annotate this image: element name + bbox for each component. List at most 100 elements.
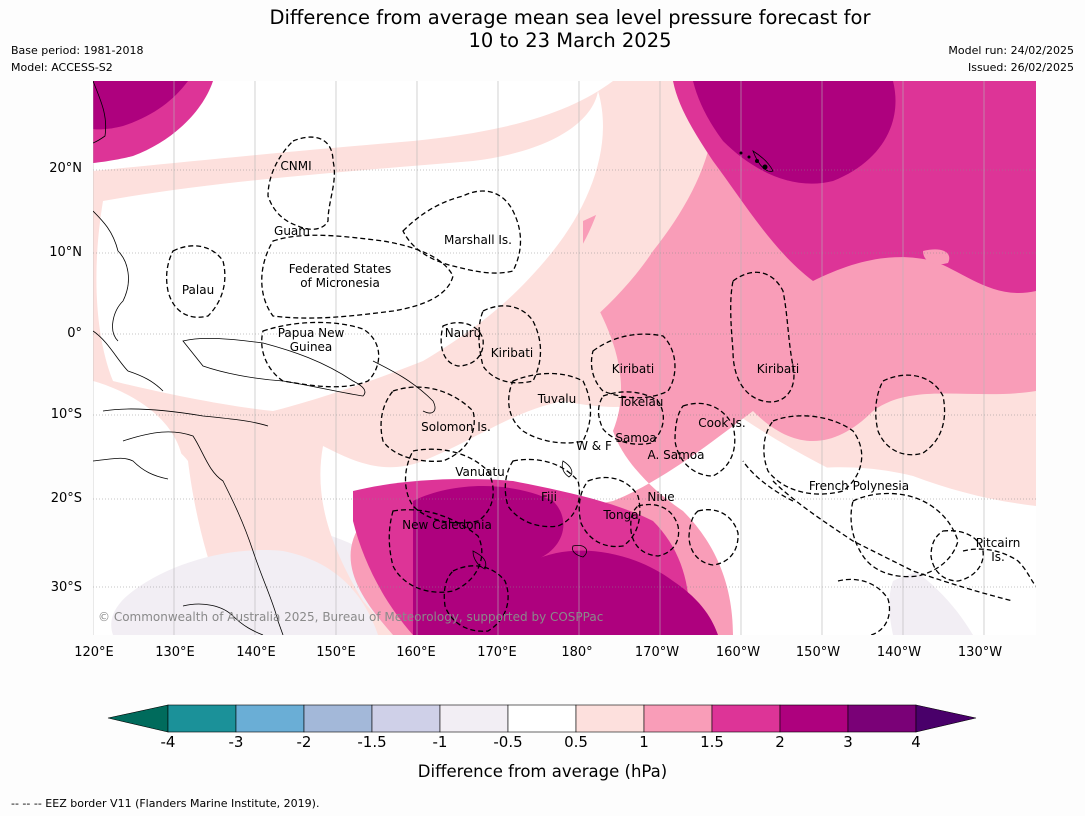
colorbar-tick-label: -3: [228, 733, 244, 751]
region-label-micronesia: Federated States of Micronesia: [289, 262, 391, 290]
region-label-papua-new-guinea: Papua New Guinea: [278, 326, 345, 354]
colorbar-extend-max: [915, 704, 977, 733]
colorbar-bin: [303, 704, 373, 733]
region-label-cnmi: CNMI: [280, 159, 312, 173]
colorbar-tick-label: -1.5: [357, 733, 387, 751]
region-label-tonga: Tonga: [603, 508, 639, 522]
base-period: Base period: 1981-2018: [11, 44, 144, 57]
region-label-cook-islands: Cook Is.: [698, 416, 746, 430]
lat-label-20s: 20°S: [50, 491, 82, 506]
band-2-3-south: [413, 486, 718, 635]
micronesia-line-2: of Micronesia: [300, 276, 380, 290]
colorbar-tick-label: 4: [911, 733, 921, 751]
png-line-1: Papua New: [277, 326, 345, 340]
micronesia-line-1: Federated States: [288, 262, 392, 276]
issued-date: Issued: 26/02/2025: [967, 61, 1074, 74]
region-label-american-samoa: A. Samoa: [647, 448, 705, 462]
pitcairn-line-1: Pitcairn: [975, 536, 1021, 550]
colorbar-bin: [575, 704, 645, 733]
lon-label-160w: 160°W: [715, 645, 761, 660]
colorbar-title: Difference from average (hPa): [417, 762, 668, 781]
colorbar-bin: [711, 704, 781, 733]
png-line-2: Guinea: [289, 340, 333, 354]
title-line-1: Difference from average mean sea level p…: [269, 6, 871, 29]
region-label-samoa: Samoa: [615, 431, 657, 445]
colorbar-tick-label: -1: [432, 733, 448, 751]
negative-patch-tasman-2: [111, 550, 379, 635]
colorbar-bin: [507, 704, 577, 733]
region-label-pitcairn: Pitcairn Is.: [976, 536, 1021, 564]
meta-left: Base period: 1981-2018 Model: ACCESS-S2: [11, 42, 143, 76]
region-label-palau: Palau: [181, 283, 215, 297]
region-label-wallis-futuna: W & F: [576, 439, 612, 453]
region-label-vanuatu: Vanuatu: [455, 465, 505, 479]
colorbar-bin: [371, 704, 441, 733]
colorbar-bin: [847, 704, 917, 733]
colorbar-tick-label: 1.5: [700, 733, 724, 751]
lon-label-130e: 130°E: [155, 645, 195, 660]
colorbar-tick-label: -0.5: [493, 733, 523, 751]
coastlines: [93, 81, 774, 635]
lon-label-130w: 130°W: [957, 645, 1003, 660]
title-line-2: 10 to 23 March 2025: [468, 29, 672, 52]
lon-label-170e: 170°E: [477, 645, 517, 660]
colorbar-bin: [779, 704, 849, 733]
lon-label-160e: 160°E: [396, 645, 436, 660]
graticule: [93, 169, 1036, 588]
region-label-guam: Guam: [274, 224, 310, 238]
region-label-tuvalu: Tuvalu: [537, 392, 577, 406]
band-2-3-nw: [93, 81, 188, 130]
lat-label-10n: 10°N: [49, 245, 82, 260]
band-0.5-1-diagonal: [453, 81, 715, 386]
map-svg: [93, 81, 1036, 635]
chart-title: Difference from average mean sea level p…: [170, 6, 970, 52]
region-label-nauru: Nauru: [444, 326, 482, 340]
region-label-kiribati-west: Kiribati: [490, 346, 534, 360]
colorbar-bin: [439, 704, 509, 733]
lon-label-170w: 170°W: [634, 645, 680, 660]
region-label-french-polynesia: French Polynesia: [808, 479, 910, 493]
region-label-kiribati-east: Kiribati: [756, 362, 800, 376]
lon-label-150e: 150°E: [316, 645, 356, 660]
colorbar-extend-min: [107, 704, 169, 733]
lat-label-30s: 30°S: [50, 580, 82, 595]
lat-label-0: 0°: [67, 326, 82, 341]
region-label-marshall-islands: Marshall Is.: [444, 233, 512, 247]
colorbar-tick-label: 1: [639, 733, 649, 751]
region-label-fiji: Fiji: [540, 490, 558, 504]
neutral-zone-north: [96, 91, 603, 411]
eez-legend-note: -- -- -- EEZ border V11 (Flanders Marine…: [11, 797, 320, 810]
meta-right: Model run: 24/02/2025 Issued: 26/02/2025: [948, 42, 1074, 76]
lat-label-20n: 20°N: [49, 161, 82, 176]
region-label-niue: Niue: [647, 490, 675, 504]
map-panel: [93, 81, 1036, 635]
colorbar-tick-label: 2: [775, 733, 785, 751]
region-label-solomon-islands: Solomon Is.: [421, 420, 491, 434]
colorbar: [107, 704, 979, 738]
lon-label-120e: 120°E: [74, 645, 114, 660]
meridians: [93, 81, 985, 635]
colorbar-bin: [235, 704, 305, 733]
lon-label-180: 180°: [561, 645, 593, 660]
colorbar-tick-label: 3: [843, 733, 853, 751]
colorbar-bin: [643, 704, 713, 733]
hawaii-islands: [739, 151, 768, 170]
region-label-kiribati-central: Kiribati: [611, 362, 655, 376]
colorbar-tick-label: -4: [160, 733, 176, 751]
lon-label-140w: 140°W: [876, 645, 922, 660]
colorbar-tick-label: -2: [296, 733, 312, 751]
lon-label-150w: 150°W: [795, 645, 841, 660]
copyright-notice: © Commonwealth of Australia 2025, Bureau…: [98, 610, 604, 624]
region-label-new-caledonia: New Caledonia: [402, 518, 492, 532]
colorbar-bin: [167, 704, 237, 733]
model-name: Model: ACCESS-S2: [11, 61, 113, 74]
neutral-zone-east: [758, 467, 1036, 635]
model-run: Model run: 24/02/2025: [948, 44, 1074, 57]
region-label-tokelau: Tokelau: [618, 395, 664, 409]
band-2-3-north: [693, 81, 896, 184]
colorbar-tick-label: 0.5: [564, 733, 588, 751]
eez-borders: [166, 136, 1036, 635]
lon-label-140e: 140°E: [236, 645, 276, 660]
colorbar-svg: [107, 704, 977, 733]
lat-label-10s: 10°S: [50, 407, 82, 422]
